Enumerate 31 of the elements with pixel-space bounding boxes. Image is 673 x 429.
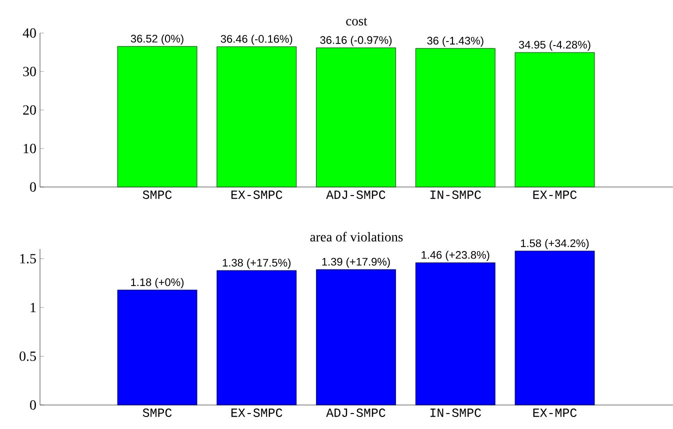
chart-title: cost [346, 18, 368, 26]
x-tick-label: ADJ-SMPC [326, 408, 386, 417]
y-tick-label: 0.5 [20, 352, 36, 361]
data-label: 36.52 (0%) [130, 34, 184, 45]
data-label: 36.16 (-0.97%) [320, 36, 392, 46]
y-tick-label: 30 [23, 66, 36, 76]
x-tick-label: SMPC [142, 408, 172, 417]
x-tick-label: IN-SMPC [430, 190, 481, 199]
y-tick-label: 0 [30, 182, 36, 192]
x-tick-label: EX-SMPC [231, 190, 282, 199]
y-tick-label: 10 [24, 144, 36, 154]
y-tick-label: 20 [23, 105, 36, 115]
chart-title: area of violations [310, 232, 403, 242]
data-label: 1.46 (+23.8%) [422, 250, 490, 261]
y-tick-label: 1.5 [20, 254, 36, 264]
data-label: 36.46 (-0.16%) [220, 34, 292, 45]
y-tick-label: 0 [30, 400, 36, 410]
data-label: 1.38 (+17.5%) [222, 258, 291, 269]
data-label: 1.39 (+17.9%) [322, 258, 390, 268]
y-tick-label: 1 [30, 302, 36, 312]
y-tick-label: 40 [22, 28, 36, 38]
data-label: 36 (-1.43%) [427, 36, 484, 47]
x-tick-label: EX-MPC [533, 408, 577, 417]
x-tick-label: SMPC [142, 190, 172, 199]
data-label: 1.58 (+34.2%) [521, 239, 589, 250]
x-tick-label: EX-MPC [533, 190, 577, 199]
x-tick-label: EX-SMPC [231, 408, 282, 417]
x-tick-label: ADJ-SMPC [326, 190, 386, 199]
data-label: 34.95 (-4.28%) [518, 40, 590, 51]
data-label: 1.18 (+0%) [131, 278, 184, 288]
x-tick-label: IN-SMPC [430, 408, 481, 417]
